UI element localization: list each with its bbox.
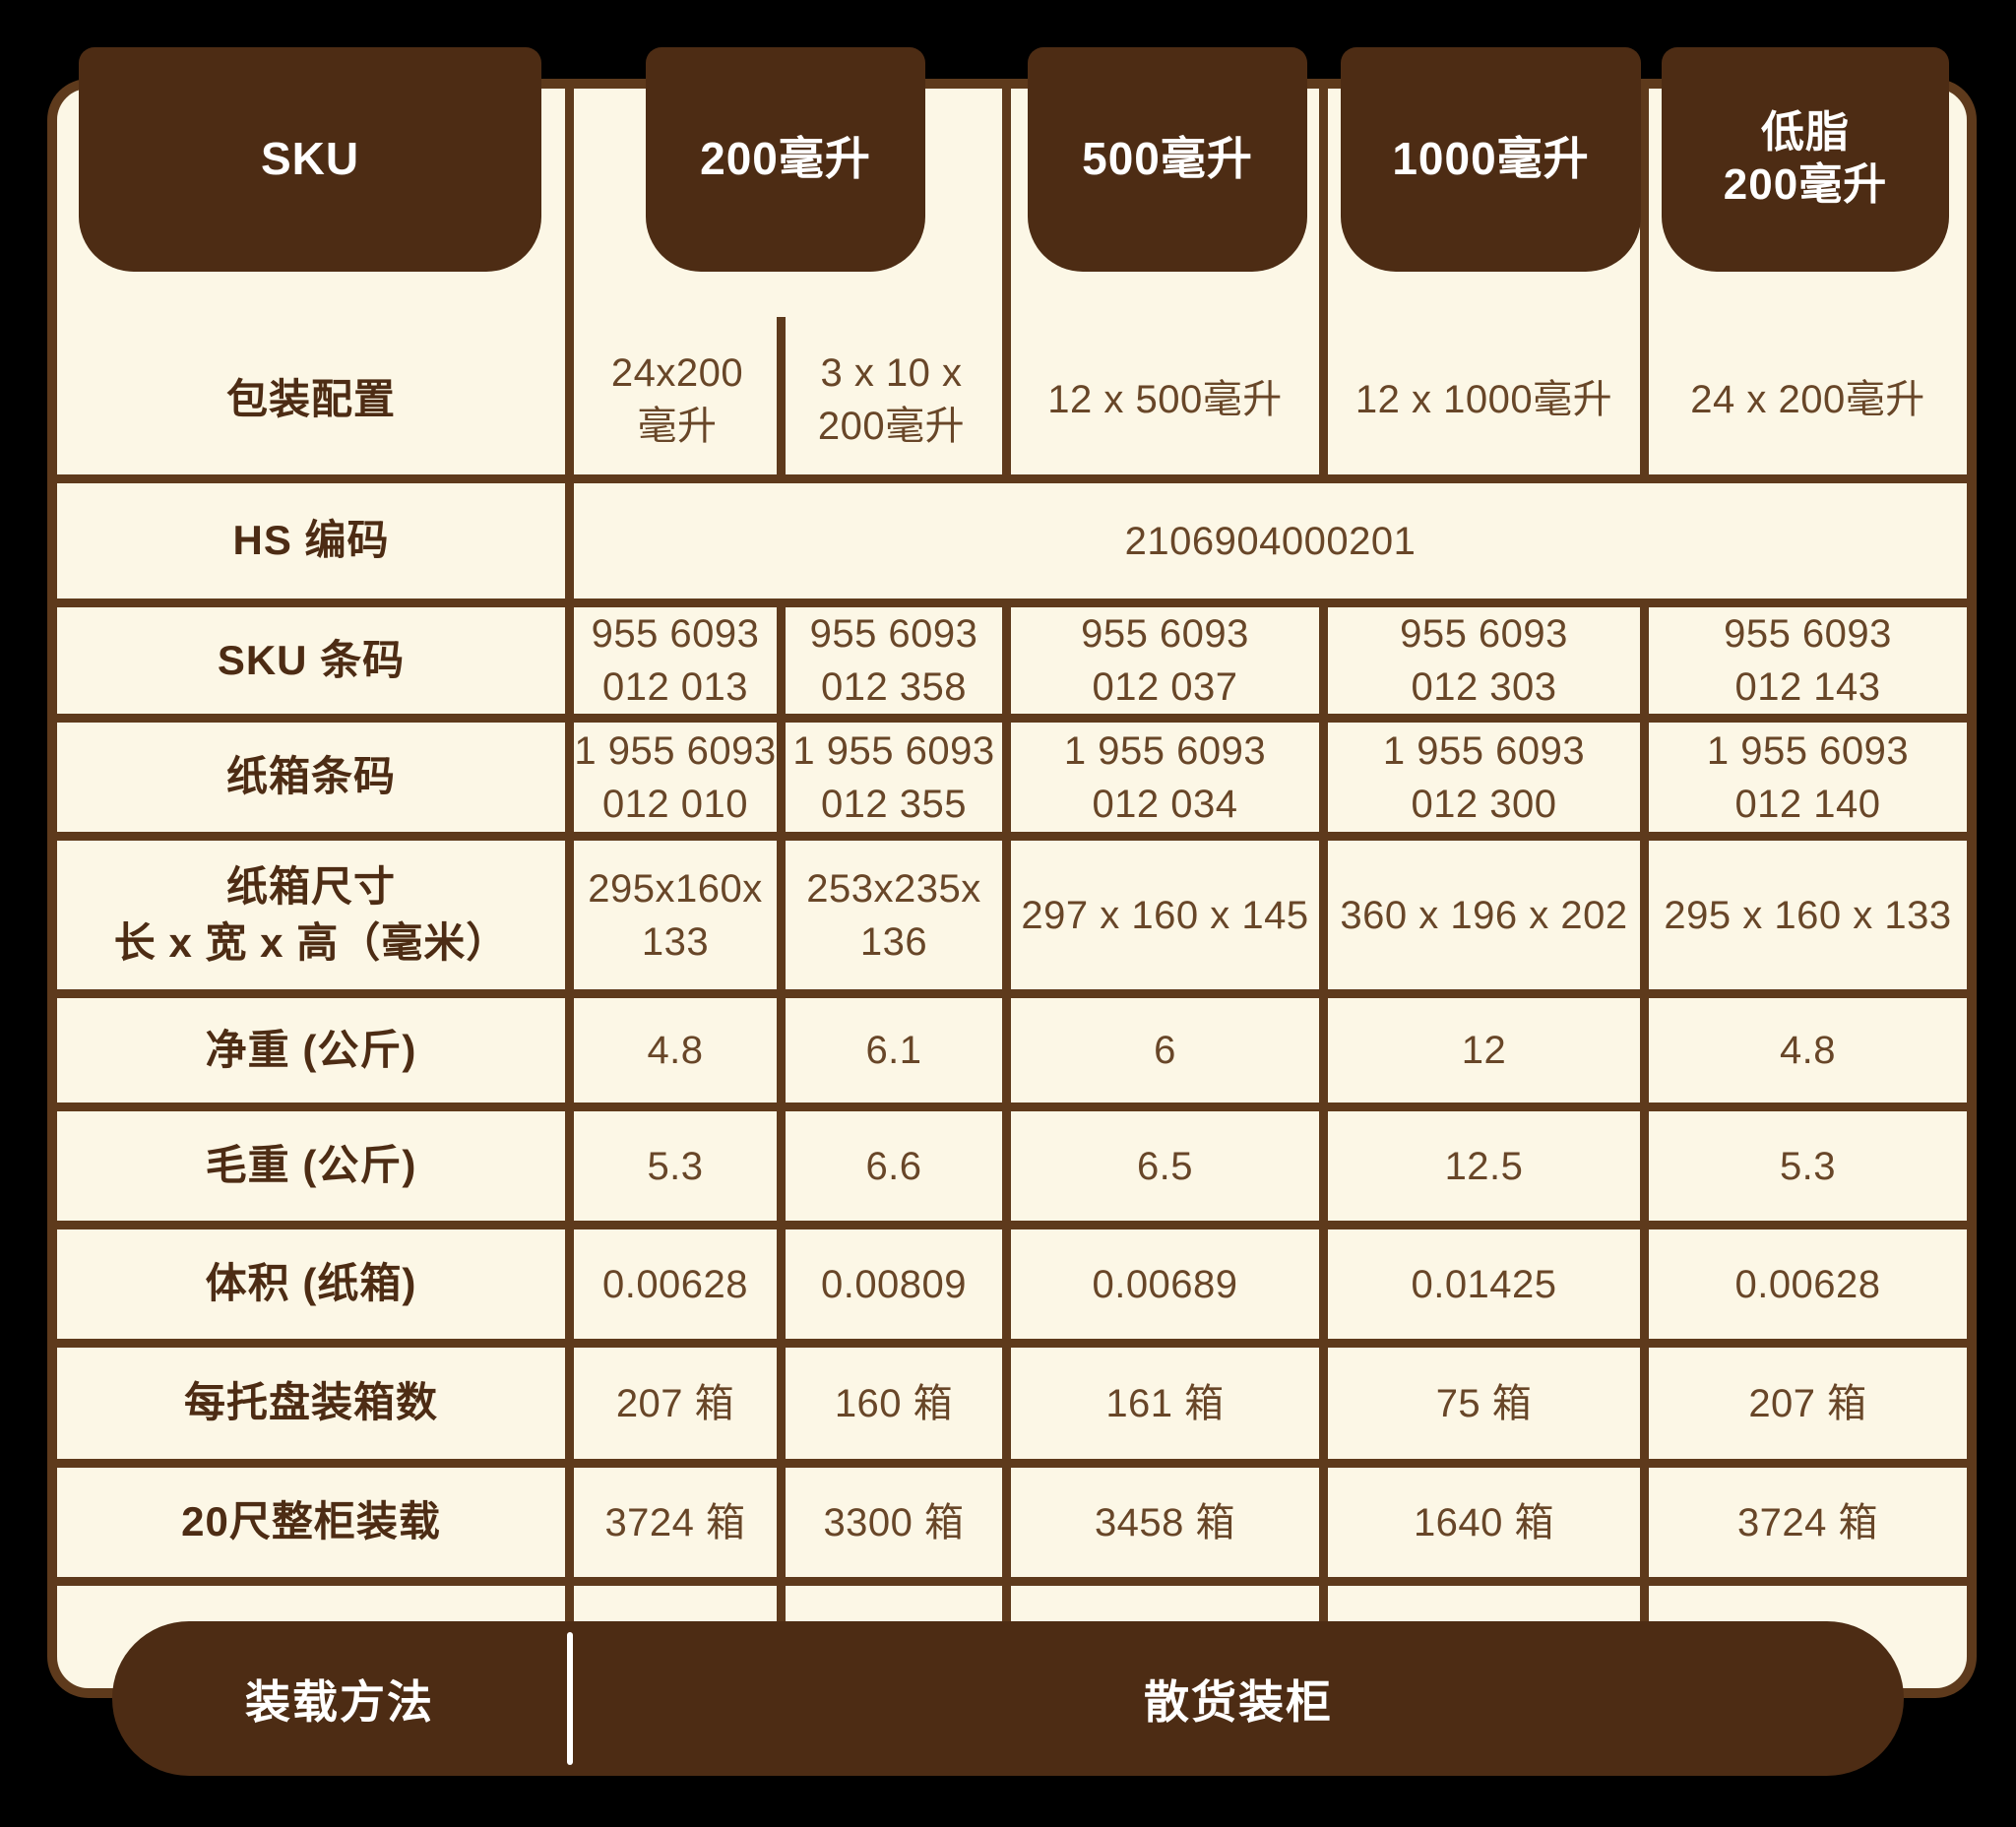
volume-value: 0.00628 [574,1229,777,1339]
cartons-per-pallet-value: 207 箱 [1649,1348,1967,1459]
row-label-net-weight: 净重 (公斤) [57,998,565,1102]
carton-size-value: 360 x 196 x 202 [1328,841,1640,989]
cartons-per-pallet-value: 75 箱 [1328,1348,1640,1459]
volume-value: 0.00809 [786,1229,1002,1339]
tab-sku: SKU [79,47,541,272]
gross-weight-value: 6.5 [1011,1111,1319,1221]
carton-barcode-value: 1 955 6093 012 355 [786,723,1002,832]
sku-barcode-value: 955 6093 012 013 [574,607,777,714]
net-weight-value: 6.1 [786,998,1002,1102]
gross-weight-value: 5.3 [574,1111,777,1221]
net-weight-value: 4.8 [574,998,777,1102]
row-label-carton-barcode: 纸箱条码 [57,723,565,832]
volume-value: 0.00689 [1011,1229,1319,1339]
sku-barcode-value: 955 6093 012 143 [1649,607,1967,714]
row-label-20ft-container: 20尺整柜装载 [57,1468,565,1577]
20ft-container-value: 3300 箱 [786,1468,1002,1577]
volume-value: 0.00628 [1649,1229,1967,1339]
loading-method-value: 散货装柜 [1144,1675,1333,1728]
row-label-volume: 体积 (纸箱) [57,1229,565,1339]
20ft-container-value: 3724 箱 [1649,1468,1967,1577]
spec-table: 包装配置 24x200 毫升 3 x 10 x 200毫升 12 x 500毫升… [47,79,1977,1698]
row-label-cartons-per-pallet: 每托盘装箱数 [57,1348,565,1459]
carton-barcode-value: 1 955 6093 012 034 [1011,723,1319,832]
sku-barcode-value: 955 6093 012 303 [1328,607,1640,714]
carton-size-value: 295 x 160 x 133 [1649,841,1967,989]
gross-weight-value: 5.3 [1649,1111,1967,1221]
packaging-value-24x200: 24x200 毫升 [610,351,744,448]
row-label-gross-weight: 毛重 (公斤) [57,1111,565,1221]
footer-divider [567,1632,573,1765]
20ft-container-value: 3458 箱 [1011,1468,1319,1577]
carton-barcode-value: 1 955 6093 012 140 [1649,723,1967,832]
packaging-value-3x10x200: 3 x 10 x 200毫升 [817,351,966,448]
carton-barcode-value: 1 955 6093 012 010 [574,723,777,832]
tab-lowfat-200ml: 低脂 200毫升 [1662,47,1949,272]
row-label-hs-code: HS 编码 [57,483,565,598]
subcolumn-divider [777,317,786,474]
carton-size-value: 297 x 160 x 145 [1011,841,1319,989]
gross-weight-value: 6.6 [786,1111,1002,1221]
net-weight-value: 6 [1011,998,1319,1102]
sku-barcode-value: 955 6093 012 037 [1011,607,1319,714]
sku-barcode-value: 955 6093 012 358 [786,607,1002,714]
row-label-sku-barcode: SKU 条码 [57,607,565,714]
cartons-per-pallet-value: 161 箱 [1011,1348,1319,1459]
loading-method-bar: 装载方法 散货装柜 [112,1621,1904,1776]
cartons-per-pallet-value: 160 箱 [786,1348,1002,1459]
20ft-container-value: 1640 箱 [1328,1468,1640,1577]
carton-size-value: 253x235x 136 [786,841,1002,989]
packaging-200ml-group: 24x200 毫升 3 x 10 x 200毫升 [574,89,1002,474]
20ft-container-value: 3724 箱 [574,1468,777,1577]
tab-500ml: 500毫升 [1028,47,1307,272]
row-label-carton-size: 纸箱尺寸 长 x 宽 x 高（毫米） [57,841,565,989]
volume-value: 0.01425 [1328,1229,1640,1339]
hs-code-value: 2106904000201 [574,483,1967,598]
carton-barcode-value: 1 955 6093 012 300 [1328,723,1640,832]
gross-weight-value: 12.5 [1328,1111,1640,1221]
carton-size-value: 295x160x 133 [574,841,777,989]
net-weight-value: 4.8 [1649,998,1967,1102]
tab-1000ml: 1000毫升 [1341,47,1641,272]
net-weight-value: 12 [1328,998,1640,1102]
loading-method-label: 装载方法 [245,1675,434,1728]
spec-table-grid: 包装配置 24x200 毫升 3 x 10 x 200毫升 12 x 500毫升… [57,89,1967,1688]
cartons-per-pallet-value: 207 箱 [574,1348,777,1459]
tab-200ml: 200毫升 [646,47,925,272]
